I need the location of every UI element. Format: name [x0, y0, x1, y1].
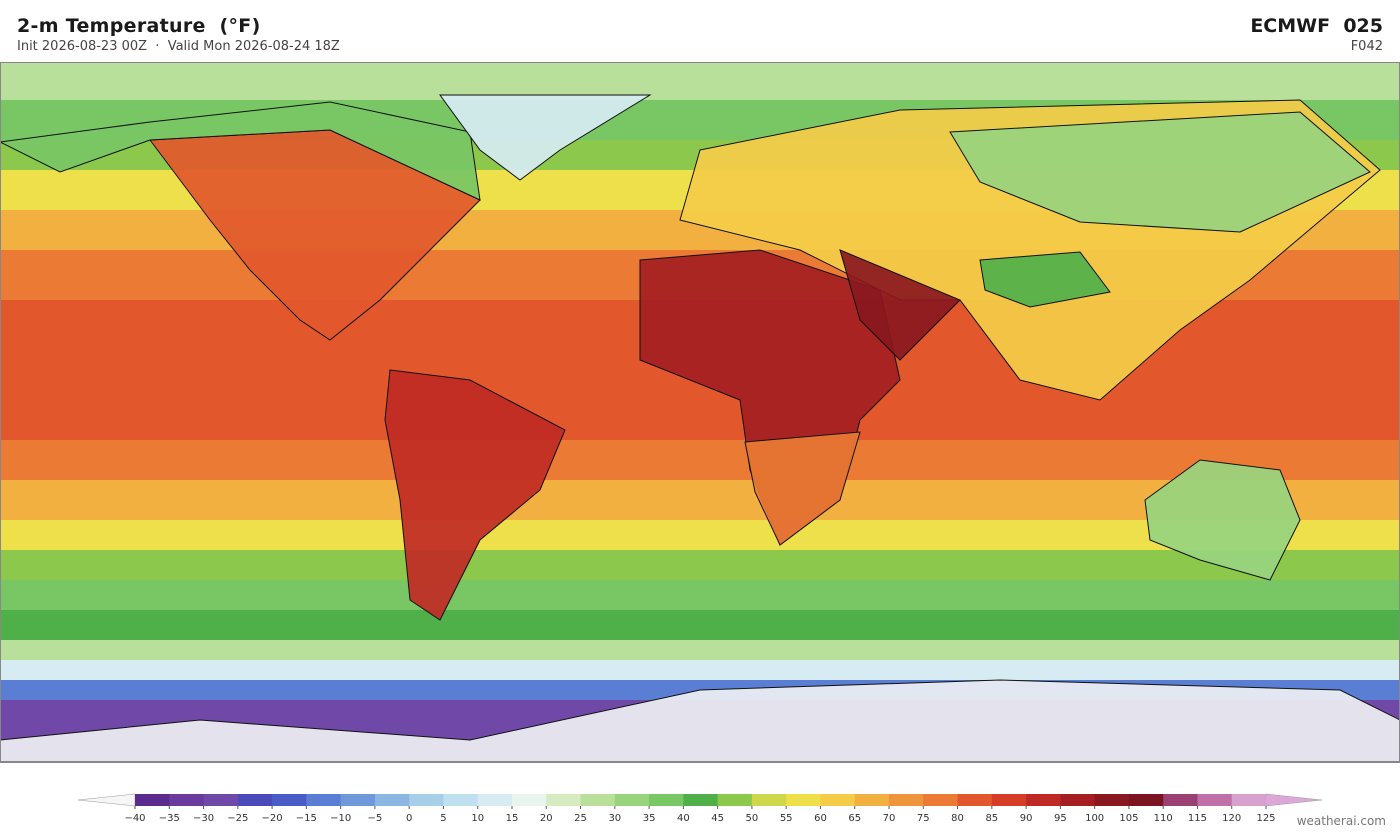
- map: [0, 62, 1400, 763]
- colorbar-swatch: [374, 794, 410, 806]
- colorbar-swatch: [580, 794, 616, 806]
- temperature-band: [0, 640, 1400, 660]
- temperature-band: [0, 62, 1400, 100]
- siberia: [949, 111, 1371, 233]
- colorbar-swatch: [306, 794, 342, 806]
- colorbar-swatch: [649, 794, 684, 806]
- southern-africa: [744, 431, 861, 546]
- map-subtitle: Init 2026-08-23 00Z · Valid Mon 2026-08-…: [17, 39, 340, 54]
- colorbar-tick-label: −30: [193, 813, 214, 824]
- colorbar-tick-label: 110: [1154, 813, 1173, 824]
- colorbar-swatch: [546, 794, 582, 806]
- colorbar-swatch: [409, 794, 444, 806]
- colorbar-tick-label: −25: [227, 813, 248, 824]
- colorbar-swatch: [1128, 794, 1164, 806]
- colorbar-tick-label: 90: [1020, 813, 1033, 824]
- colorbar-tick-label: 85: [985, 813, 998, 824]
- colorbar-tick-label: 65: [848, 813, 861, 824]
- colorbar-tick-label: 60: [814, 813, 827, 824]
- colorbar-tick-label: 15: [506, 813, 519, 824]
- colorbar-swatch: [1231, 794, 1267, 806]
- greenland: [439, 94, 652, 181]
- colorbar-tick-label: 20: [540, 813, 553, 824]
- colorbar-tick-label: −20: [262, 813, 283, 824]
- colorbar-tick-label: 120: [1222, 813, 1241, 824]
- north-america-north: [0, 101, 481, 201]
- colorbar-tick-label: 30: [608, 813, 621, 824]
- temperature-band: [0, 580, 1400, 610]
- colorbar-swatch: [135, 794, 170, 806]
- colorbar-tick-label: 0: [406, 813, 412, 824]
- colorbar-swatch: [477, 794, 513, 806]
- land: [0, 94, 1400, 763]
- colorbar-tick-label: −10: [330, 813, 351, 824]
- colorbar-tick-label: −15: [296, 813, 317, 824]
- colorbar-tick-label: 80: [951, 813, 964, 824]
- colorbar-swatch: [957, 794, 993, 806]
- colorbar-tick-label: 45: [711, 813, 724, 824]
- colorbar-swatch: [991, 794, 1027, 806]
- temperature-band: [0, 550, 1400, 580]
- colorbar-swatch: [169, 794, 205, 806]
- colorbar-under: [77, 793, 136, 807]
- colorbar-tick-label: 5: [440, 813, 446, 824]
- colorbar-swatch: [340, 794, 376, 806]
- colorbar-tick-label: −40: [124, 813, 145, 824]
- australia: [1144, 459, 1301, 581]
- colorbar-tick-label: −35: [159, 813, 180, 824]
- colorbar: −40 −35 −30 −25 −20 −15 −10 −5 0 5 10 15 20 25 30 35 40 4…: [77, 793, 1323, 824]
- colorbar-tick-label: 125: [1256, 813, 1275, 824]
- colorbar-tick-label: 95: [1054, 813, 1067, 824]
- colorbar-swatch: [751, 794, 787, 806]
- colorbar-swatch: [272, 794, 307, 806]
- colorbar-tick-label: 105: [1119, 813, 1138, 824]
- colorbar-tick-label: 75: [917, 813, 930, 824]
- colorbar-swatch: [1197, 794, 1233, 806]
- temperature-band: [0, 610, 1400, 640]
- colorbar-tick-label: 25: [574, 813, 587, 824]
- forecast-hour: F042: [1350, 39, 1383, 54]
- colorbar-swatch: [1094, 794, 1130, 806]
- colorbar-swatch: [923, 794, 959, 806]
- colorbar-over: [1265, 793, 1323, 807]
- colorbar-swatch: [203, 794, 239, 806]
- colorbar-swatch: [683, 794, 719, 806]
- colorbar-tick-label: 100: [1085, 813, 1104, 824]
- colorbar-tick-label: 10: [471, 813, 484, 824]
- colorbar-tick-label: 115: [1188, 813, 1207, 824]
- colorbar-tick-label: 35: [643, 813, 656, 824]
- colorbar-swatch: [854, 794, 890, 806]
- colorbar-tick-label: 55: [780, 813, 793, 824]
- arabia: [839, 249, 961, 361]
- model-name: ECMWF 025: [1250, 15, 1383, 37]
- colorbar-swatch: [1026, 794, 1061, 806]
- colorbar-swatch: [614, 794, 650, 806]
- colorbar-swatch: [889, 794, 924, 806]
- colorbar-tick-label: 50: [746, 813, 759, 824]
- temperature-band: [0, 660, 1400, 680]
- colorbar-swatch: [786, 794, 821, 806]
- colorbar-tick-label: 40: [677, 813, 690, 824]
- south-america: [384, 369, 566, 621]
- colorbar-swatch: [237, 794, 273, 806]
- temperature-band: [0, 440, 1400, 480]
- colorbar-swatch: [717, 794, 753, 806]
- colorbar-tick-label: −5: [368, 813, 383, 824]
- colorbar-swatch: [512, 794, 547, 806]
- colorbar-swatch: [1060, 794, 1096, 806]
- colorbar-tick-label: 70: [883, 813, 896, 824]
- tibet: [979, 251, 1111, 308]
- colorbar-swatch: [820, 794, 856, 806]
- colorbar-swatch: [1163, 794, 1198, 806]
- colorbar-swatch: [443, 794, 479, 806]
- map-title: 2-m Temperature (°F): [17, 15, 261, 37]
- credit: weatherai.com: [1296, 814, 1386, 828]
